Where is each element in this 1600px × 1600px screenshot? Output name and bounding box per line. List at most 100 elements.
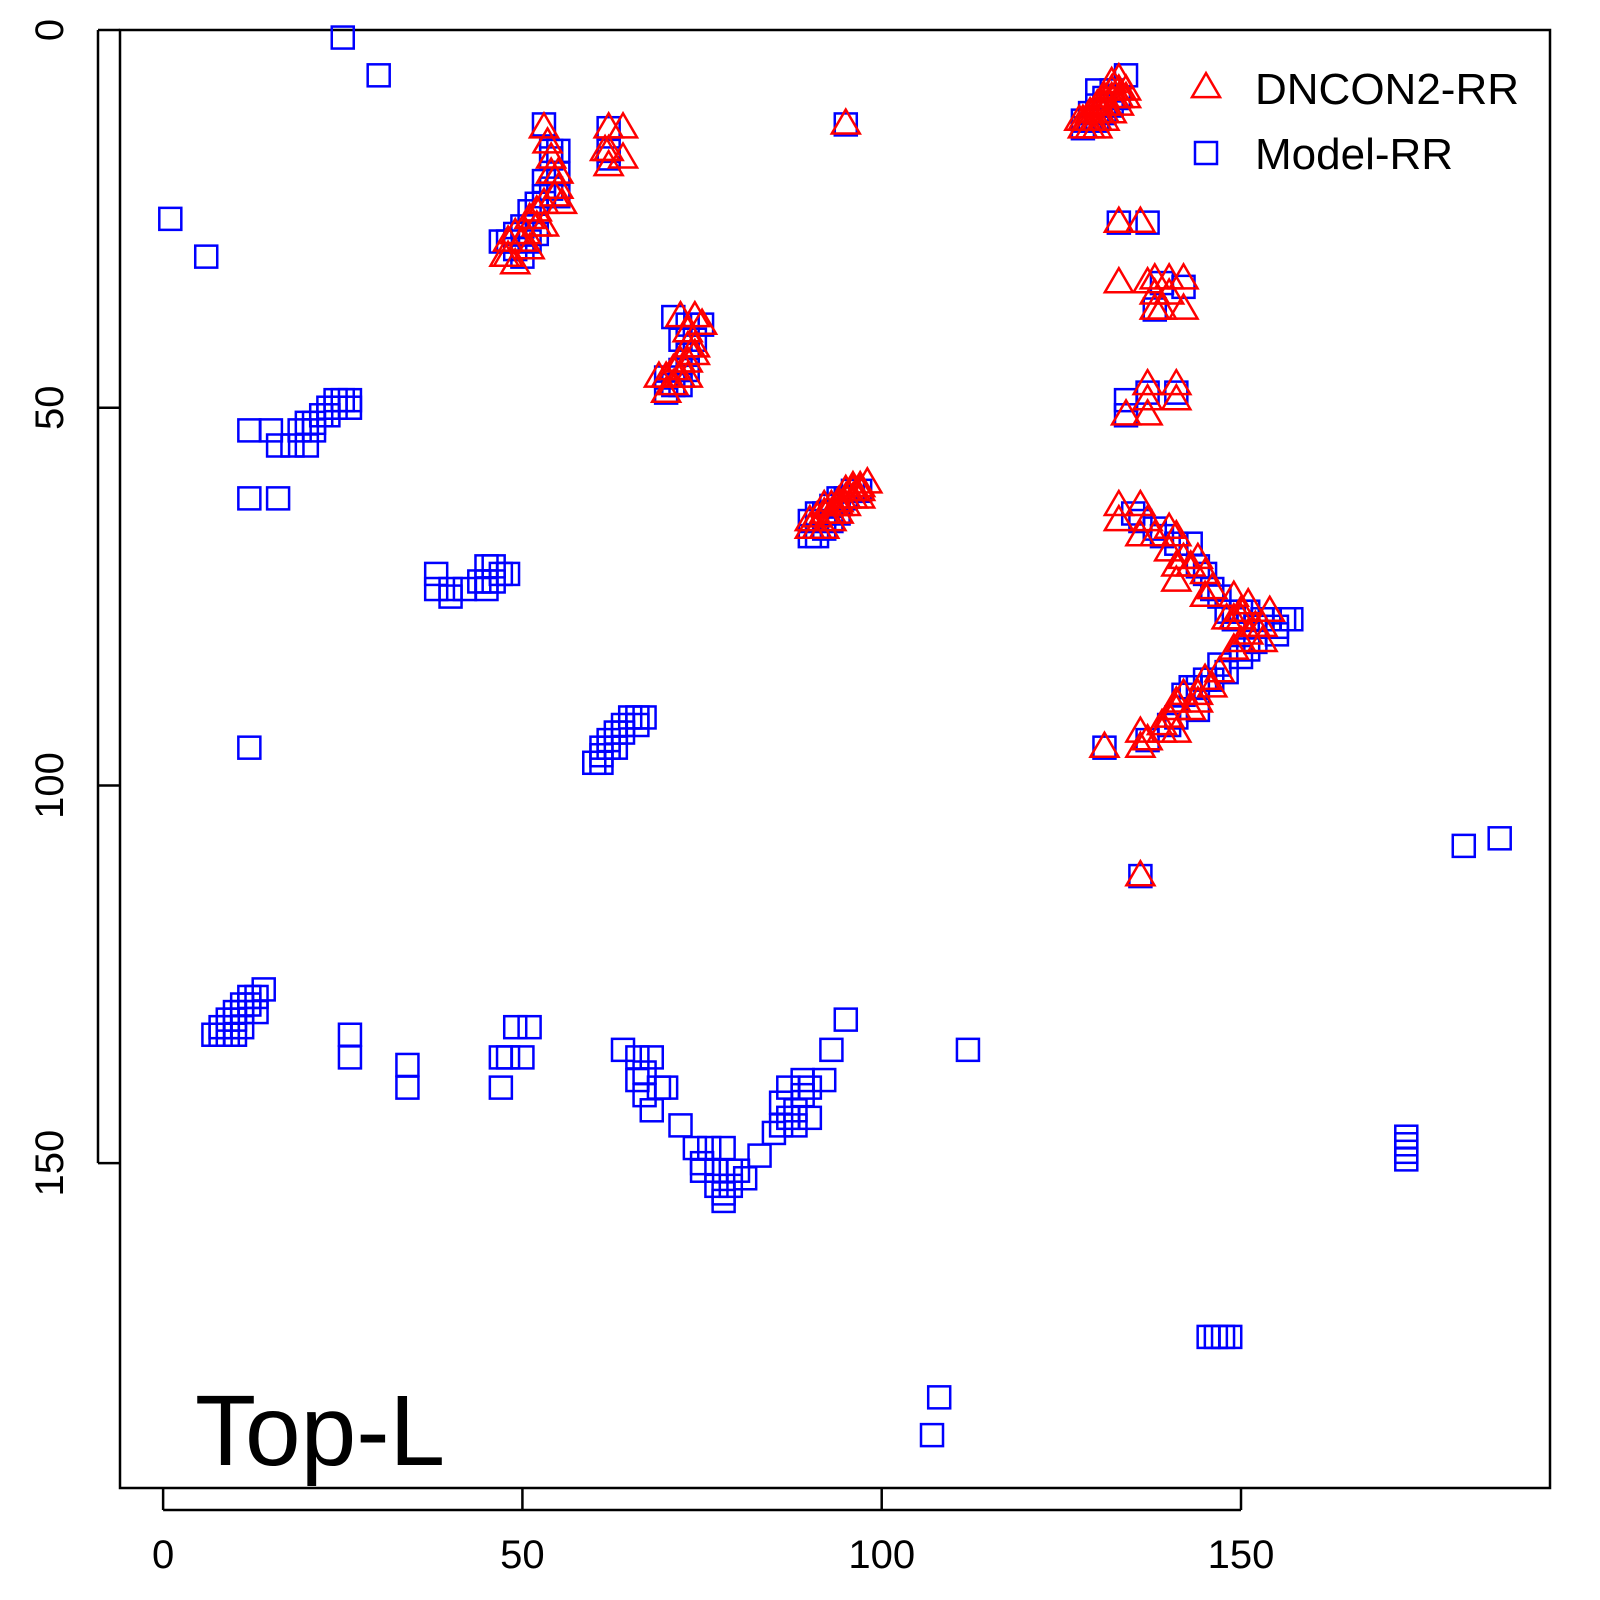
data-point — [822, 488, 855, 517]
data-point — [499, 216, 532, 245]
data-point — [294, 433, 320, 458]
data-point — [632, 1082, 657, 1108]
data-point — [229, 1014, 255, 1040]
data-point — [625, 1045, 650, 1070]
data-point — [1152, 277, 1186, 305]
legend-marker — [1193, 140, 1219, 166]
data-point — [395, 1075, 420, 1100]
data-point — [1164, 380, 1189, 405]
data-point — [1088, 730, 1121, 759]
data-point — [610, 1037, 636, 1063]
data-point — [287, 418, 312, 443]
data-point — [488, 561, 514, 587]
data-point — [588, 133, 622, 162]
data-point — [783, 1113, 808, 1138]
data-point — [603, 735, 629, 760]
data-point — [481, 569, 506, 594]
data-point — [606, 110, 640, 139]
data-point — [1102, 205, 1136, 234]
data-point — [265, 433, 291, 458]
data-point — [1124, 715, 1157, 743]
data-point — [1167, 677, 1200, 706]
data-point — [1246, 609, 1279, 638]
data-point — [668, 1113, 693, 1138]
data-point — [1124, 488, 1157, 517]
data-point — [531, 125, 564, 154]
data-point — [467, 569, 492, 594]
data-point — [725, 1158, 751, 1183]
data-point — [815, 503, 848, 532]
data-point — [1174, 549, 1207, 577]
data-point — [495, 1045, 521, 1070]
data-point — [632, 705, 657, 730]
data-point — [517, 229, 542, 254]
data-point — [793, 511, 827, 539]
data-point — [1487, 826, 1512, 851]
data-point — [1109, 397, 1143, 426]
data-point — [582, 750, 607, 776]
data-point — [1160, 564, 1193, 592]
data-point — [1224, 624, 1258, 653]
data-point — [488, 1045, 514, 1070]
data-point — [657, 352, 690, 381]
data-point — [776, 1075, 801, 1100]
data-point — [513, 231, 546, 260]
data-point — [423, 561, 449, 587]
data-point — [790, 1082, 815, 1108]
data-point — [201, 1022, 226, 1047]
data-point — [237, 486, 262, 511]
data-point — [689, 1150, 715, 1176]
data-point — [542, 156, 575, 184]
data-point — [1152, 700, 1186, 728]
data-point — [215, 1014, 241, 1040]
data-point — [1196, 571, 1229, 600]
data-point — [258, 418, 284, 443]
data-point — [819, 1037, 844, 1063]
data-point — [653, 1075, 679, 1100]
data-point — [1160, 382, 1193, 411]
data-point — [1102, 88, 1136, 116]
data-point — [308, 403, 334, 428]
data-point — [1279, 606, 1304, 632]
x-tick-label: 150 — [1208, 1533, 1275, 1577]
data-point — [237, 992, 262, 1017]
data-point — [1196, 1324, 1221, 1350]
data-point — [639, 1098, 665, 1123]
data-point — [1217, 1324, 1243, 1350]
data-point — [678, 337, 712, 366]
data-point — [237, 418, 262, 443]
data-points — [158, 25, 1512, 1448]
data-point — [625, 1067, 650, 1093]
data-point — [678, 329, 712, 358]
data-point — [229, 992, 255, 1017]
data-point — [1167, 261, 1200, 290]
data-point — [1145, 715, 1179, 743]
data-point — [671, 314, 704, 343]
x-tick-label: 0 — [152, 1533, 174, 1577]
data-point — [1152, 533, 1186, 562]
data-point — [1138, 261, 1171, 290]
data-point — [517, 1014, 542, 1040]
data-point — [474, 576, 499, 602]
data-point — [1188, 579, 1222, 607]
axes: 0 50 100 150 0 50 100 150 — [28, 19, 1274, 1577]
data-point — [851, 465, 884, 494]
data-point — [811, 1067, 837, 1093]
data-point — [1203, 654, 1236, 683]
data-point — [1181, 541, 1215, 570]
data-point — [251, 977, 276, 1002]
data-point — [1138, 518, 1171, 547]
data-point — [481, 554, 506, 579]
y-tick-label: 50 — [28, 385, 72, 430]
data-point — [1106, 210, 1132, 235]
data-point — [215, 1007, 241, 1032]
y-tick-label: 100 — [28, 752, 72, 819]
panel-annotation: Top-L — [195, 1375, 445, 1487]
data-point — [657, 367, 690, 396]
data-point — [829, 107, 862, 135]
data-point — [330, 25, 356, 50]
y-tick-label: 150 — [28, 1130, 72, 1197]
data-point — [919, 1422, 945, 1448]
data-point — [1145, 707, 1179, 736]
data-point — [1128, 508, 1153, 534]
